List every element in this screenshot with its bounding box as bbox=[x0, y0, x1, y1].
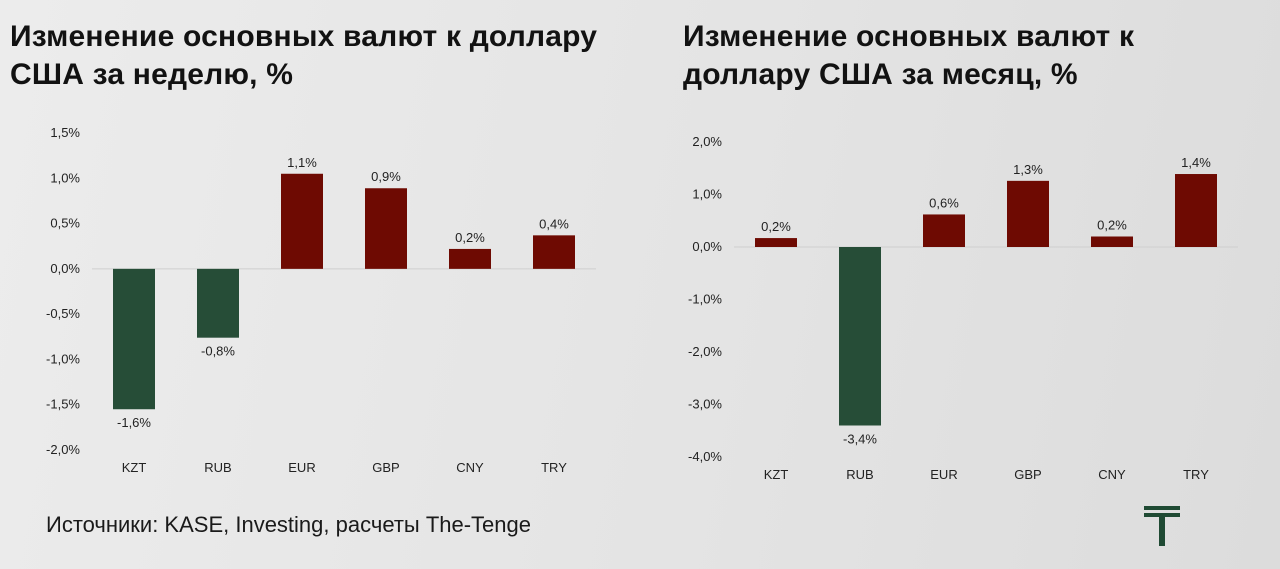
week-data-label: 0,9% bbox=[371, 169, 401, 184]
week-category-label: EUR bbox=[288, 460, 315, 475]
month-data-label: 0,2% bbox=[761, 219, 791, 234]
month-y-tick-label: 1,0% bbox=[692, 187, 722, 202]
month-bar-kzt bbox=[755, 238, 797, 247]
week-bar-gbp bbox=[365, 188, 407, 269]
week-category-label: GBP bbox=[372, 460, 399, 475]
weekly-bar-chart: 1,5% 1,0% 0,5% 0,0% -0,5% -1,0% -1,5% -2,0% -1,6… bbox=[46, 125, 596, 475]
week-data-label: 0,4% bbox=[539, 216, 569, 231]
month-bar-rub bbox=[839, 247, 881, 426]
week-category-label: CNY bbox=[456, 460, 484, 475]
week-category-label: KZT bbox=[122, 460, 147, 475]
week-y-tick-label: -1,5% bbox=[46, 397, 80, 412]
week-y-tick-label: -0,5% bbox=[46, 306, 80, 321]
month-data-label: 0,2% bbox=[1097, 218, 1127, 233]
month-category-label: RUB bbox=[846, 467, 873, 482]
month-bar-eur bbox=[923, 214, 965, 247]
month-bar-gbp bbox=[1007, 180, 1049, 247]
week-bar-try bbox=[533, 235, 575, 269]
month-y-tick-label: -3,0% bbox=[688, 397, 722, 412]
monthly-bar-chart: 2,0% 1,0% 0,0% -1,0% -2,0% -3,0% -4,0% 0,2% KZT -… bbox=[688, 134, 1238, 482]
month-category-label: TRY bbox=[1183, 467, 1209, 482]
month-y-tick-label: 2,0% bbox=[692, 134, 722, 149]
week-y-tick-label: 1,5% bbox=[50, 125, 80, 140]
month-bar-try bbox=[1175, 174, 1217, 247]
month-bar-cny bbox=[1091, 236, 1133, 247]
week-bar-kzt bbox=[113, 268, 155, 410]
week-category-label: TRY bbox=[541, 460, 567, 475]
week-data-label: 0,2% bbox=[455, 230, 485, 245]
week-bar-rub bbox=[197, 268, 239, 338]
week-y-tick-label: 0,5% bbox=[50, 216, 80, 231]
month-data-label: 1,4% bbox=[1181, 155, 1211, 170]
month-y-tick-label: -4,0% bbox=[688, 449, 722, 464]
week-category-label: RUB bbox=[204, 460, 231, 475]
month-category-label: EUR bbox=[930, 467, 957, 482]
month-category-label: CNY bbox=[1098, 467, 1126, 482]
month-category-label: GBP bbox=[1014, 467, 1041, 482]
month-y-tick-label: -1,0% bbox=[688, 292, 722, 307]
week-data-label: 1,1% bbox=[287, 155, 317, 170]
week-bar-cny bbox=[449, 248, 491, 269]
month-data-label: -3,4% bbox=[843, 432, 877, 447]
the-tenge-logo-icon bbox=[1144, 506, 1180, 546]
week-y-tick-label: -2,0% bbox=[46, 442, 80, 457]
week-data-label: -1,6% bbox=[117, 415, 151, 430]
month-category-label: KZT bbox=[764, 467, 789, 482]
month-y-tick-label: 0,0% bbox=[692, 239, 722, 254]
chart-title-month: Изменение основных валют к доллару США з… bbox=[683, 20, 1135, 91]
week-y-tick-label: 0,0% bbox=[50, 261, 80, 276]
chart-title-week: Изменение основных валют к доллару США з… bbox=[10, 20, 598, 91]
month-y-tick-label: -2,0% bbox=[688, 344, 722, 359]
month-data-label: 0,6% bbox=[929, 195, 959, 210]
week-y-tick-label: -1,0% bbox=[46, 351, 80, 366]
week-y-tick-label: 1,0% bbox=[50, 170, 80, 185]
week-data-label: -0,8% bbox=[201, 344, 235, 359]
week-bar-eur bbox=[281, 173, 323, 269]
month-data-label: 1,3% bbox=[1013, 162, 1043, 177]
source-note: Источники: KASE, Investing, расчеты The-… bbox=[46, 512, 531, 537]
